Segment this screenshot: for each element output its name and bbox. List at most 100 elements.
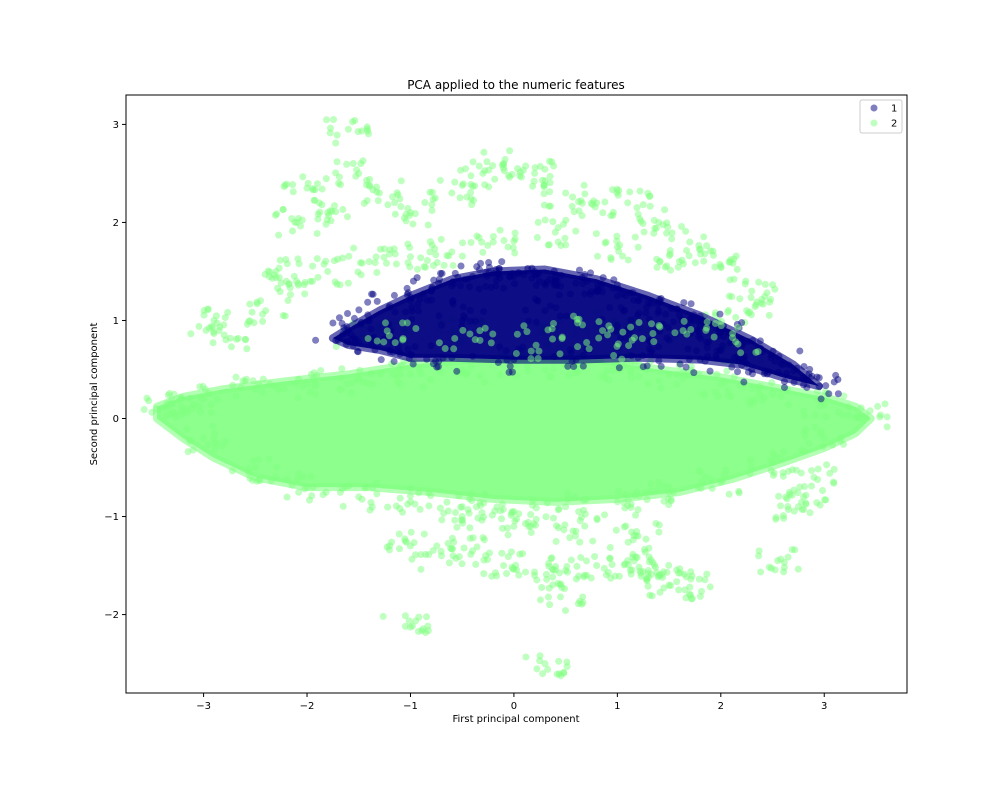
data-point [389, 348, 397, 356]
data-point [508, 270, 516, 278]
data-point [548, 325, 556, 333]
data-point [453, 523, 461, 531]
data-point [348, 389, 356, 397]
data-point [606, 544, 614, 552]
data-point [491, 175, 499, 183]
data-point [451, 508, 459, 516]
data-point [314, 273, 322, 281]
x-tick-label: −2 [300, 701, 315, 712]
data-point [388, 538, 396, 546]
data-point [832, 371, 840, 379]
data-point [338, 365, 346, 373]
data-point [419, 383, 427, 391]
data-point [642, 535, 650, 543]
data-point [536, 657, 544, 665]
data-point [563, 490, 571, 498]
axes-frame [125, 94, 908, 694]
data-point [622, 334, 630, 342]
y-axis-title: Second principal component [89, 323, 100, 466]
data-point [541, 365, 549, 373]
data-point [467, 188, 475, 196]
data-point [466, 283, 474, 291]
data-point [251, 464, 259, 472]
data-point [457, 262, 465, 270]
data-point [653, 263, 661, 271]
data-point [729, 334, 737, 342]
data-point [616, 334, 624, 342]
data-point [655, 322, 663, 330]
data-point [639, 352, 647, 360]
data-point [622, 491, 630, 499]
data-point [472, 560, 480, 568]
data-point [371, 259, 379, 267]
data-point [274, 385, 282, 393]
data-point [673, 380, 681, 388]
data-point [819, 487, 827, 495]
data-point [478, 509, 486, 517]
data-point [609, 208, 617, 216]
data-point [363, 123, 371, 131]
data-point [310, 375, 318, 383]
data-point [555, 505, 563, 513]
data-point [793, 364, 801, 372]
data-point [495, 270, 503, 278]
data-point [822, 382, 830, 390]
data-point [449, 552, 457, 560]
data-point [369, 484, 377, 492]
data-point [429, 262, 437, 270]
data-point [255, 380, 263, 388]
data-point [644, 380, 652, 388]
data-point [312, 336, 320, 344]
data-point [769, 390, 777, 398]
legend-label-series-1: 1 [891, 104, 897, 115]
data-point [752, 348, 760, 356]
data-point [569, 527, 577, 535]
data-point [603, 367, 611, 375]
data-point [500, 284, 508, 292]
data-point [657, 294, 665, 302]
data-point [380, 338, 388, 346]
data-point [533, 665, 541, 673]
data-point [473, 263, 481, 271]
data-point [500, 167, 508, 175]
data-point [349, 342, 357, 350]
data-point [610, 351, 618, 359]
data-point [527, 347, 535, 355]
data-point [392, 260, 400, 268]
data-point [606, 555, 614, 563]
data-point [354, 348, 362, 356]
data-point [716, 310, 724, 318]
data-point [774, 368, 782, 376]
data-point [670, 488, 678, 496]
data-point [638, 335, 646, 343]
plot-area [140, 116, 891, 680]
data-point [265, 455, 273, 463]
data-point [437, 547, 445, 555]
data-point [367, 325, 375, 333]
data-point [817, 395, 825, 403]
data-point [822, 496, 830, 504]
data-point [332, 337, 340, 345]
data-point [510, 356, 518, 364]
data-point [401, 622, 409, 630]
data-point [297, 222, 305, 230]
data-point [274, 284, 282, 292]
data-point [620, 307, 628, 315]
data-point [228, 467, 236, 475]
data-point [343, 213, 351, 221]
data-point [436, 176, 444, 184]
data-point [425, 551, 433, 559]
data-point [513, 330, 521, 338]
data-point [734, 340, 742, 348]
data-point [700, 233, 708, 241]
data-point [258, 388, 266, 396]
data-point [535, 347, 543, 355]
data-point [639, 201, 647, 209]
data-point [245, 318, 253, 326]
data-point [500, 236, 508, 244]
data-point [546, 172, 554, 180]
data-point [690, 369, 698, 377]
data-point [456, 194, 464, 202]
data-point [565, 371, 573, 379]
